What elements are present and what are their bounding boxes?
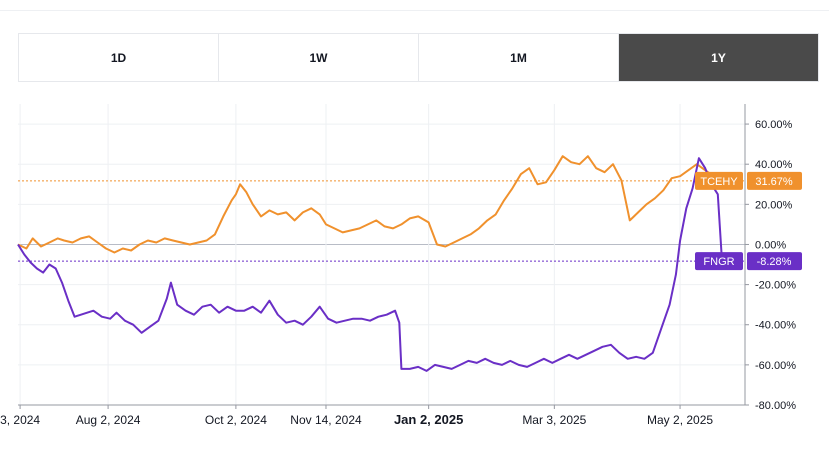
tcehy-value-label: 31.67% xyxy=(755,176,793,188)
x-axis: 3, 2024 Aug 2, 2024 Oct 2, 2024 Nov 14, 202… xyxy=(0,404,745,427)
fngr-value-label: -8.28% xyxy=(757,256,792,268)
timeframe-tabs: 1D 1W 1M 1Y xyxy=(18,33,819,82)
tcehy-name-badge: TCEHY xyxy=(695,171,743,190)
tcehy-name-badge-bg xyxy=(695,171,743,190)
tab-1w[interactable]: 1W xyxy=(219,34,419,81)
series-lines xyxy=(17,155,745,372)
fngr-line xyxy=(17,157,723,372)
y-tick-label: 40.00% xyxy=(755,159,793,171)
y-tick-label: -60.00% xyxy=(755,360,796,372)
fngr-name-label: FNGR xyxy=(703,256,734,268)
fngr-value-badge-bg xyxy=(747,252,802,271)
y-tick-label: -80.00% xyxy=(755,400,796,412)
y-tick-label: -20.00% xyxy=(755,280,796,292)
x-tick-label: Jan 2, 2025 xyxy=(394,412,463,427)
tcehy-value-badge-bg xyxy=(747,171,802,190)
x-tick-label: Oct 2, 2024 xyxy=(205,413,267,427)
fngr-value-badge: -8.28% xyxy=(747,252,802,271)
y-tick-label: -40.00% xyxy=(755,320,796,332)
x-tick-label: Aug 2, 2024 xyxy=(76,413,141,427)
fngr-name-badge: FNGR xyxy=(695,252,743,271)
x-tick-label: May 2, 2025 xyxy=(647,413,713,427)
tab-1m[interactable]: 1M xyxy=(419,34,619,81)
grid-lines xyxy=(18,104,745,406)
tcehy-value-badge: 31.67% xyxy=(747,171,802,190)
tab-1y[interactable]: 1Y xyxy=(619,34,818,81)
y-tick-label: 20.00% xyxy=(755,199,793,211)
y-tick-label: 0.00% xyxy=(755,239,786,251)
y-axis: 60.00% 40.00% 20.00% 0.00% -20.00% -40.00% -60… xyxy=(744,104,796,412)
tcehy-name-label: TCEHY xyxy=(700,176,738,188)
x-tick-label: 3, 2024 xyxy=(0,413,40,427)
x-tick-label: Nov 14, 2024 xyxy=(290,413,362,427)
fngr-name-badge-bg xyxy=(695,252,743,271)
last-value-badges: TCEHY 31.67% FNGR -8.28% xyxy=(695,171,802,271)
y-tick-label: 60.00% xyxy=(755,119,793,131)
top-divider xyxy=(0,10,829,11)
x-tick-label: Mar 3, 2025 xyxy=(522,413,586,427)
tab-1d[interactable]: 1D xyxy=(19,34,219,81)
tcehy-line xyxy=(17,155,723,254)
